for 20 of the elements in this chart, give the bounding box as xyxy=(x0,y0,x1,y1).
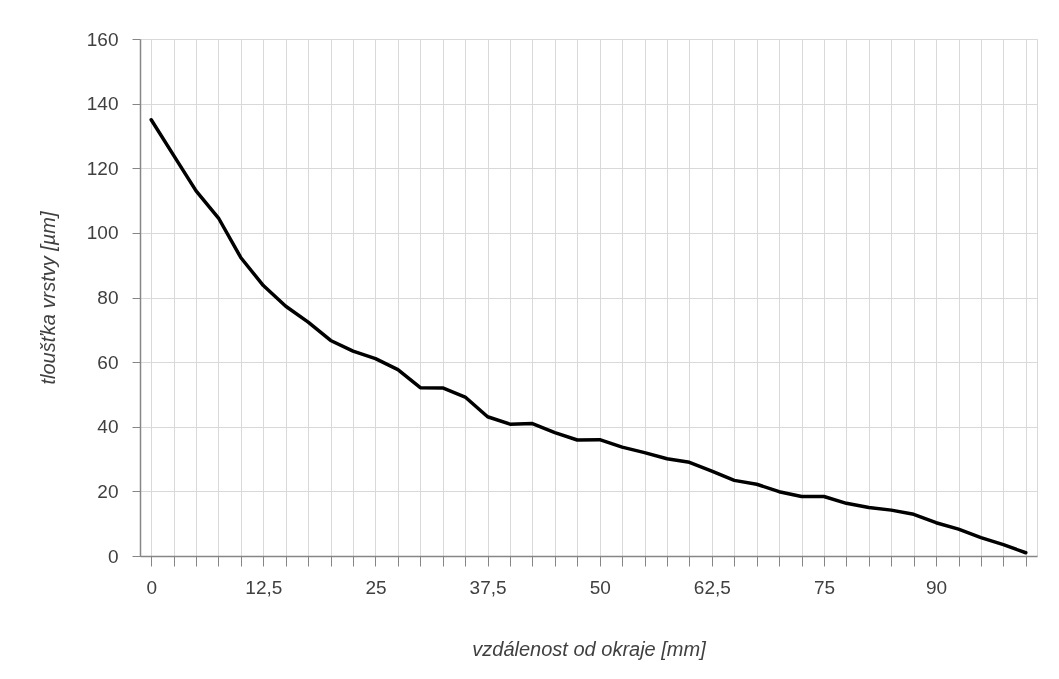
y-tick-label: 160 xyxy=(86,28,119,50)
x-tick-label: 25 xyxy=(365,576,387,598)
x-axis-title: vzdálenost od okraje [mm] xyxy=(472,637,707,660)
y-tick-label: 120 xyxy=(86,157,119,179)
x-tick-label: 75 xyxy=(813,576,836,598)
y-tick-label: 80 xyxy=(97,287,119,308)
y-tick-label: 60 xyxy=(97,351,119,373)
x-tick-label: 62,5 xyxy=(693,576,731,598)
x-tick-label: 12,5 xyxy=(245,576,283,598)
x-tick-label: 90 xyxy=(926,576,948,598)
y-tick-label: 20 xyxy=(97,480,119,502)
x-tick-label: 50 xyxy=(589,576,611,598)
line-series xyxy=(149,118,1028,555)
y-tick-label: 40 xyxy=(97,416,119,438)
y-axis-title: tloušťka vrstvy [µm] xyxy=(36,211,59,385)
y-tick-label: 0 xyxy=(107,545,119,567)
y-tick-label: 100 xyxy=(86,222,119,244)
x-tick-label: 0 xyxy=(146,576,157,598)
y-tick-label: 140 xyxy=(86,93,119,115)
x-tick-label: 37,5 xyxy=(469,576,507,598)
